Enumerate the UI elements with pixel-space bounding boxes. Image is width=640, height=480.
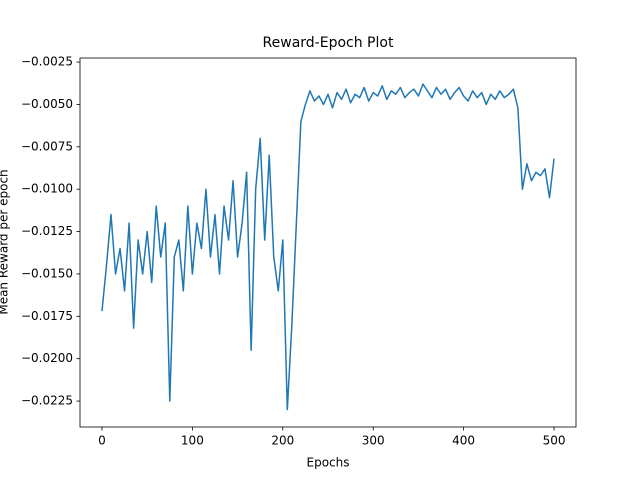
plot-frame xyxy=(79,57,577,428)
data-line xyxy=(101,83,555,411)
y-tick-label: −0.0025 xyxy=(21,55,73,69)
x-tick-label: 0 xyxy=(98,434,106,448)
x-tick-label: 500 xyxy=(543,434,566,448)
y-tick-label: −0.0175 xyxy=(21,309,73,323)
y-tick-label: −0.0200 xyxy=(21,351,73,365)
y-tick-label: −0.0225 xyxy=(21,394,73,408)
y-tick-label: −0.0100 xyxy=(21,182,73,196)
chart-title: Reward-Epoch Plot xyxy=(263,35,394,51)
y-tick-label: −0.0050 xyxy=(21,97,73,111)
x-tick-label: 300 xyxy=(362,434,385,448)
x-tick-label: 200 xyxy=(271,434,294,448)
y-axis-label: Mean Reward per epoch xyxy=(0,169,11,314)
x-tick-label: 400 xyxy=(452,434,475,448)
y-tick-label: −0.0075 xyxy=(21,139,73,153)
y-tick-label: −0.0150 xyxy=(21,266,73,280)
x-axis-label: Epochs xyxy=(307,456,350,470)
y-tick-label: −0.0125 xyxy=(21,224,73,238)
x-tick-label: 100 xyxy=(181,434,204,448)
